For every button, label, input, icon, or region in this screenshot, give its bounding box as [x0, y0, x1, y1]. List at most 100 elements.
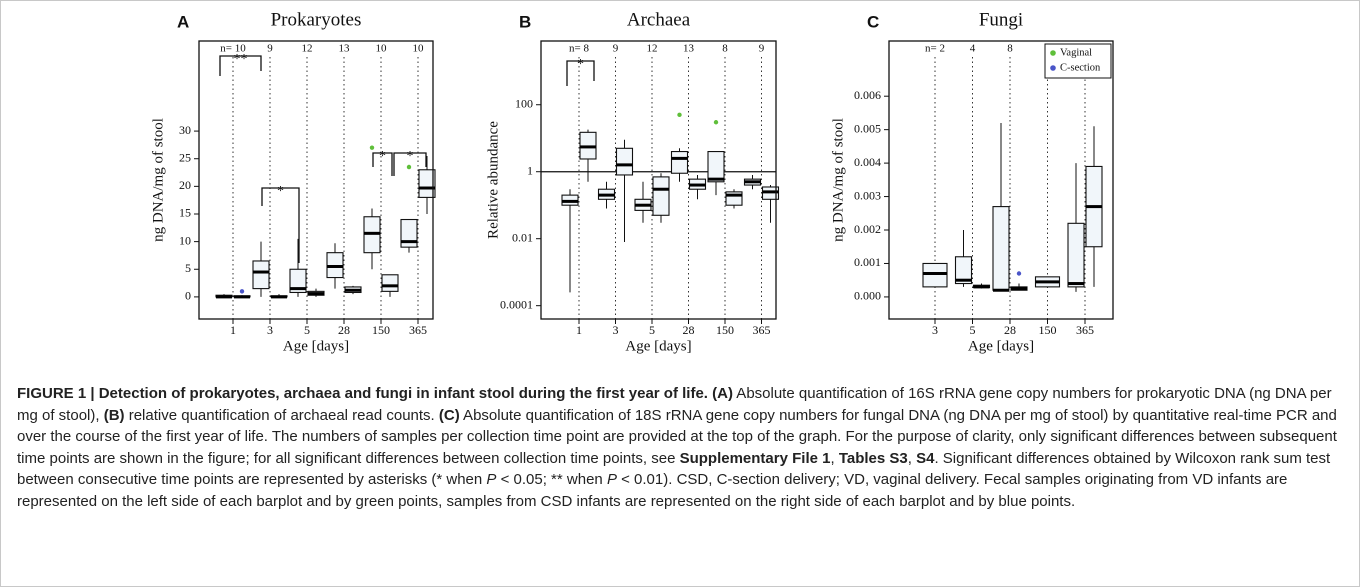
x-tick-label: 150 [716, 323, 734, 337]
data-point [239, 289, 245, 294]
caption-text: < 0.01). CSD, C-section delivery; VD, va… [17, 471, 1288, 510]
caption-text: (A) [712, 385, 733, 402]
significance-label: ** [234, 52, 248, 67]
box [670, 151, 689, 174]
x-tick-label: 1 [230, 323, 236, 337]
y-tick-label: 15 [179, 206, 191, 220]
x-tick-label: 28 [338, 323, 350, 337]
caption-text: < 0.05; ** when [496, 471, 607, 489]
y-tick-label: 0.01 [512, 230, 533, 244]
y-tick-label: 1 [527, 163, 533, 177]
n-label: 9 [759, 43, 765, 55]
x-tick-label: 3 [932, 323, 938, 337]
x-tick-label: 3 [267, 323, 273, 337]
n-label: 12 [647, 43, 658, 55]
caption-text: , [830, 449, 839, 467]
x-axis-label: Age [days] [625, 338, 691, 354]
y-axis-label: Relative abundance [485, 121, 501, 239]
box [954, 256, 973, 285]
caption-text: P [486, 471, 497, 489]
y-tick-label: 5 [185, 261, 191, 275]
y-tick-label: 0.005 [854, 121, 881, 135]
data-point [713, 120, 719, 125]
caption-text: Absolute quantification of 18S rRNA gene… [17, 406, 1337, 467]
box [289, 268, 307, 294]
panel-title: Archaea [627, 9, 691, 30]
legend-label: C-section [1060, 62, 1101, 73]
y-axis-label: ng DNA/mg of stool [830, 118, 846, 242]
significance-bracket [393, 152, 427, 176]
n-label: 13 [339, 43, 351, 55]
caption-text: Tables S3 [838, 449, 908, 467]
caption-text: relative quantification of archaeal read… [124, 406, 439, 424]
n-label: 10 [413, 43, 425, 55]
x-tick-label: 28 [683, 323, 695, 337]
x-tick-label: 5 [970, 323, 976, 337]
y-tick-label: 0.004 [854, 155, 881, 169]
x-tick-label: 28 [1004, 323, 1016, 337]
n-label: 8 [722, 43, 728, 55]
data-point [677, 112, 682, 118]
box [1067, 222, 1085, 288]
legend-label: Vaginal [1060, 47, 1092, 58]
caption: FIGURE 1 | Detection of prokaryotes, arc… [17, 383, 1347, 513]
y-tick-label: 0.000 [854, 289, 881, 303]
n-label: 10 [376, 43, 388, 55]
x-tick-label: 3 [613, 323, 619, 337]
caption-text: , [907, 449, 917, 467]
panel-letter: C [867, 12, 879, 31]
panel-title: Fungi [979, 9, 1023, 30]
significance-label: * [407, 149, 414, 164]
box [381, 274, 399, 292]
n-label: 12 [302, 43, 313, 55]
n-label: 9 [267, 43, 273, 55]
x-tick-label: 365 [753, 323, 771, 337]
caption-text: . Significant differences obtained by Wi… [17, 449, 1331, 489]
x-tick-label: 5 [304, 323, 310, 337]
caption-text: (B) [103, 406, 125, 424]
significance-bracket [566, 60, 595, 86]
box [707, 151, 725, 183]
plot-frame [198, 40, 434, 320]
caption-text: P [606, 471, 617, 489]
x-tick-label: 5 [649, 323, 655, 337]
y-tick-label: 25 [179, 150, 191, 164]
y-axis-label: ng DNA/mg of stool [150, 118, 166, 242]
significance-bracket [261, 187, 300, 263]
y-tick-label: 0 [185, 289, 191, 303]
y-tick-label: 0.0001 [500, 297, 533, 311]
plot-frame [540, 40, 777, 320]
y-tick-label: 100 [515, 96, 533, 110]
box [652, 176, 670, 216]
panel-title: Prokaryotes [271, 9, 362, 30]
significance-bracket [372, 152, 393, 176]
caption-text: FIGURE 1 | Detection of prokaryotes, arc… [17, 385, 708, 402]
significance-label: * [277, 184, 284, 199]
panel-letter: A [177, 12, 189, 31]
x-tick-label: 1 [576, 323, 582, 337]
x-tick-label: 150 [1039, 323, 1057, 337]
n-label: 9 [613, 43, 619, 55]
box [252, 260, 270, 290]
legend-box [1044, 43, 1112, 79]
n-label: n= 8 [569, 43, 589, 55]
y-tick-label: 0.006 [854, 88, 881, 102]
panel-letter: B [519, 12, 531, 31]
y-tick-label: 30 [179, 123, 191, 137]
caption-text: S4 [916, 449, 935, 467]
x-tick-label: 150 [372, 323, 390, 337]
data-point [369, 145, 375, 150]
n-label: 8 [1007, 43, 1013, 55]
n-label: 4 [970, 43, 976, 55]
x-axis-label: Age [days] [968, 338, 1034, 354]
y-tick-label: 20 [179, 178, 191, 192]
y-tick-label: 10 [179, 233, 191, 247]
box [992, 206, 1010, 291]
significance-label: * [379, 149, 386, 164]
caption-text: (C) [438, 406, 460, 424]
x-tick-label: 365 [409, 323, 427, 337]
data-point [406, 164, 412, 170]
n-label: n= 10 [220, 43, 246, 55]
n-label: n= 2 [925, 43, 945, 55]
